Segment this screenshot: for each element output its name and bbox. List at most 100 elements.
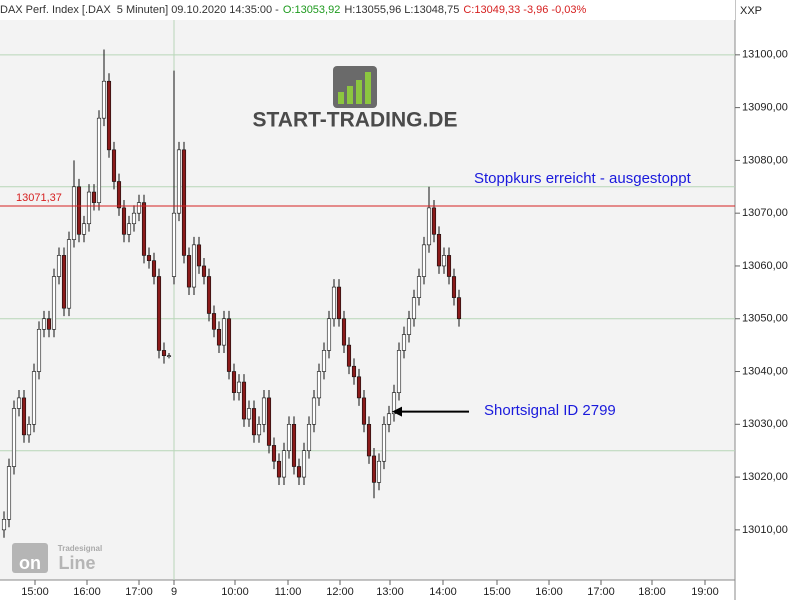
candle-body (311, 397, 317, 425)
y-tick-label: 13090,00 (742, 102, 788, 114)
candle-body (446, 255, 452, 277)
candle-body (176, 149, 182, 214)
vendor-product: Line (58, 553, 95, 573)
y-tick-label: 13080,00 (742, 154, 788, 166)
y-tick-label: 13100,00 (742, 49, 788, 61)
candle-body (291, 423, 297, 467)
candle-body (16, 397, 22, 409)
y-tick-label: 13050,00 (742, 313, 788, 325)
candle-body (336, 286, 342, 320)
x-tick-label: 16:00 (73, 586, 101, 598)
candle-body (411, 297, 417, 320)
x-tick-label: 13:00 (376, 586, 404, 598)
candle-body (1, 519, 7, 531)
x-tick-label: 16:00 (535, 586, 563, 598)
x-tick-label: 18:00 (638, 586, 666, 598)
candle-body (56, 255, 62, 277)
candle-body (376, 460, 382, 483)
candle-body (231, 371, 237, 393)
vendor-product: on (19, 553, 41, 573)
candle-body (121, 207, 127, 235)
candle-body (46, 318, 52, 330)
candle-body (6, 466, 12, 520)
candle-body (71, 186, 77, 240)
candle-body (151, 260, 157, 277)
y-tick-label: 13040,00 (742, 365, 788, 377)
candle-body (256, 423, 262, 436)
candle-body (111, 149, 117, 182)
annotation-arrowhead (392, 406, 402, 417)
vendor-logo: Tradesignal on Line (12, 543, 102, 573)
logo-bar (338, 92, 344, 104)
candle-body (131, 212, 137, 225)
candle-body (326, 318, 332, 351)
candle-body (366, 423, 372, 457)
candle-body (171, 212, 177, 277)
x-tick-label: 15:00 (483, 586, 511, 598)
candle-body (146, 255, 152, 261)
candle-body (321, 350, 327, 372)
candle-body (136, 202, 142, 214)
candle-body (91, 191, 97, 203)
candle-body (266, 397, 272, 446)
y-tick-label: 13010,00 (742, 524, 788, 536)
candle-body (51, 276, 57, 330)
y-tick-label: 13060,00 (742, 260, 788, 272)
candle-body (216, 328, 222, 346)
x-tick-label: 14:00 (429, 586, 457, 598)
candle-body (236, 381, 242, 393)
candle-body (61, 255, 67, 309)
candle-body (31, 371, 37, 425)
candle-body (186, 255, 192, 288)
candle-body (436, 233, 442, 267)
candle-body (96, 117, 102, 203)
candle-body (101, 80, 107, 119)
annotation: Shortsignal ID 2799 (484, 402, 616, 419)
candle-body (246, 408, 252, 420)
candle-body (211, 313, 217, 330)
candle-body (301, 450, 307, 478)
candle-body (251, 408, 257, 436)
candle-body (296, 466, 302, 478)
candle-body (401, 334, 407, 351)
candle-body (141, 202, 147, 256)
candle-body (226, 318, 232, 372)
x-tick-label: 19:00 (691, 586, 719, 598)
candle-body (356, 376, 362, 399)
candle-body (421, 244, 427, 277)
plot-area (0, 20, 735, 580)
candle-body (396, 350, 402, 393)
candle-body (156, 276, 162, 351)
stop-label: 13071,37 (16, 192, 62, 204)
candle-body (346, 344, 352, 367)
annotation: Stoppkurs erreicht - ausgestoppt (474, 170, 692, 187)
candle-body (386, 413, 392, 425)
candle-body (381, 423, 387, 462)
candle-body (106, 80, 112, 151)
time-axis (0, 580, 735, 600)
candle-body (331, 286, 337, 320)
candle-body (221, 318, 227, 346)
logo-bar (356, 80, 362, 104)
y-tick-label: 13030,00 (742, 418, 788, 430)
candle-body (166, 355, 172, 357)
candle-body (116, 181, 122, 209)
candle-body (271, 445, 277, 462)
x-tick-label: 15:00 (21, 586, 49, 598)
vendor-box (12, 543, 48, 573)
logo-bar (347, 86, 353, 104)
candle-body (451, 276, 457, 298)
candle-body (306, 423, 312, 451)
candle-body (86, 191, 92, 225)
candle-body (391, 392, 397, 415)
candle-body (371, 455, 377, 483)
x-tick-label: 9 (171, 586, 177, 598)
logo: START-TRADING.DE (253, 66, 457, 132)
candle-body (441, 255, 447, 267)
close-value: C:13049,33 -3,96 -0,03% (463, 4, 587, 16)
candle-body (196, 244, 202, 267)
candle-body (361, 397, 367, 425)
candle-body (281, 450, 287, 478)
instrument: DAX Perf. Index [.DAX 5 Minuten] 09.10.2… (0, 4, 279, 16)
